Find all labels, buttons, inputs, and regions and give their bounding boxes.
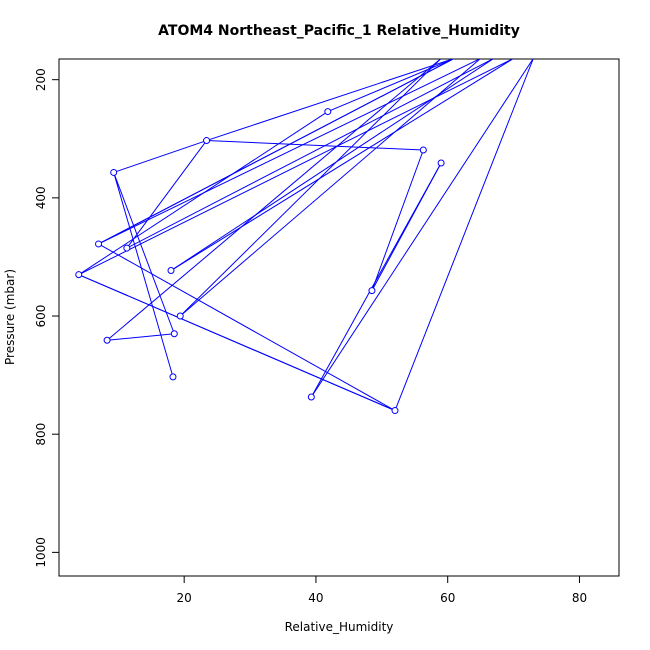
series-line-segment bbox=[310, 59, 534, 398]
data-point bbox=[437, 159, 445, 167]
data-point bbox=[203, 137, 211, 145]
data-point bbox=[176, 312, 184, 320]
data-point bbox=[169, 373, 177, 381]
series-line-segment bbox=[179, 59, 442, 317]
series-line-segment bbox=[106, 59, 442, 341]
data-point bbox=[307, 393, 315, 401]
y-tick-label: 600 bbox=[34, 305, 48, 328]
series-line-segment bbox=[98, 59, 455, 245]
series-line-segment bbox=[170, 59, 494, 271]
data-point bbox=[419, 146, 427, 154]
series-line-segment bbox=[310, 162, 442, 398]
y-tick-label: 1000 bbox=[34, 537, 48, 568]
series-layer bbox=[78, 59, 534, 412]
series-line-segment bbox=[78, 59, 514, 276]
series-line-segment bbox=[98, 59, 481, 245]
marker-layer bbox=[75, 108, 445, 415]
x-tick-label: 60 bbox=[440, 591, 455, 605]
series-line-segment bbox=[394, 59, 534, 411]
y-tick-label: 800 bbox=[34, 423, 48, 446]
plot-frame bbox=[58, 58, 620, 577]
series-line-segment bbox=[327, 59, 455, 113]
data-point bbox=[103, 336, 111, 344]
series-line-segment bbox=[78, 274, 396, 412]
y-tick-label: 200 bbox=[34, 68, 48, 91]
y-axis-label: Pressure (mbar) bbox=[3, 269, 17, 365]
series-line-segment bbox=[113, 172, 175, 334]
x-tick-label: 40 bbox=[308, 591, 323, 605]
data-point bbox=[123, 244, 131, 252]
x-axis: 20 40 60 80 bbox=[177, 575, 587, 605]
series-line-segment bbox=[98, 243, 396, 411]
y-axis: 200 400 600 800 1000 bbox=[34, 68, 60, 568]
series-line-segment bbox=[206, 140, 424, 151]
data-point bbox=[324, 108, 332, 116]
series-line-segment bbox=[170, 59, 514, 271]
series-line-segment bbox=[371, 149, 424, 291]
data-point bbox=[170, 330, 178, 338]
series-line-segment bbox=[113, 172, 174, 378]
x-axis-label: Relative_Humidity bbox=[285, 620, 394, 634]
series-line-segment bbox=[107, 333, 175, 341]
series-line-segment bbox=[206, 59, 455, 142]
y-tick-label: 400 bbox=[34, 186, 48, 209]
series-line-segment bbox=[126, 59, 494, 249]
data-point bbox=[368, 287, 376, 295]
x-tick-label: 80 bbox=[572, 591, 587, 605]
series-line-segment bbox=[113, 140, 207, 173]
data-point bbox=[391, 407, 399, 415]
series-line-segment bbox=[126, 140, 207, 249]
x-tick-label: 20 bbox=[177, 591, 192, 605]
series-line-segment bbox=[179, 59, 481, 317]
chart-title: ATOM4 Northeast_Pacific_1 Relative_Humid… bbox=[158, 23, 520, 39]
data-point bbox=[95, 240, 103, 248]
data-point bbox=[167, 267, 175, 275]
data-point bbox=[110, 168, 118, 176]
data-point bbox=[75, 271, 83, 279]
